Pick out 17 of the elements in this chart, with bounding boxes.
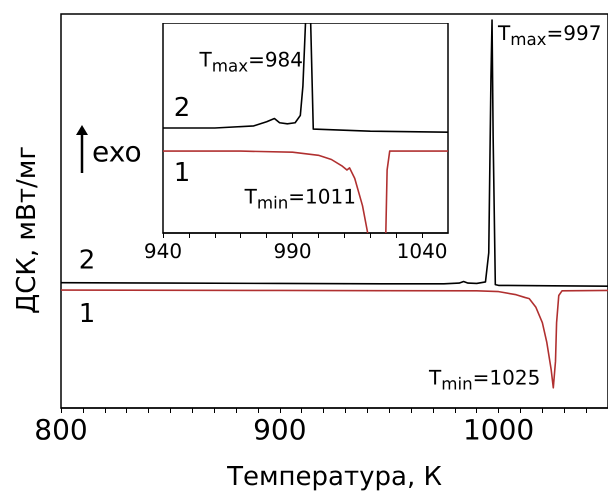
annotation: exo	[92, 136, 142, 169]
series-label: 2	[174, 93, 190, 123]
annotation: T$_{min}$=1011	[244, 184, 356, 213]
x-tick-label: 900	[253, 414, 307, 446]
y-axis-title: ДСК, мВт/мг	[12, 146, 42, 314]
x-tick-label: 1040	[396, 239, 448, 263]
annotation: T$_{min}$=1025	[429, 365, 540, 394]
x-tick-label: 990	[273, 239, 312, 263]
x-axis-title: Температура, К	[226, 462, 442, 492]
series-label: 1	[174, 158, 190, 188]
annotation: T$_{max}$=984	[200, 46, 303, 76]
x-tick-label: 800	[34, 414, 88, 446]
series-label: 2	[78, 246, 96, 276]
x-tick-label: 1000	[462, 414, 534, 446]
annotation: T$_{max}$=997	[498, 21, 602, 50]
x-tick-label: 940	[144, 239, 182, 263]
series-label: 1	[78, 299, 96, 330]
